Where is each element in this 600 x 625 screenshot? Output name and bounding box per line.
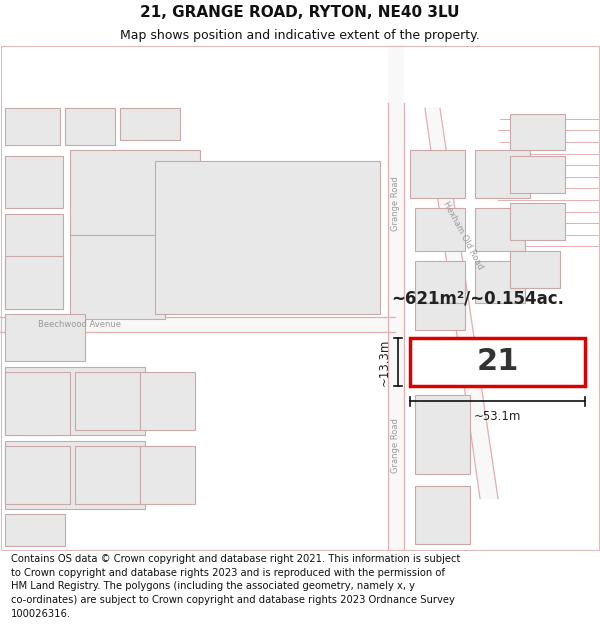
Bar <box>70 235 165 319</box>
Bar <box>510 114 565 151</box>
Bar <box>415 303 465 330</box>
Bar <box>5 156 63 209</box>
Bar <box>5 108 60 145</box>
Bar <box>410 151 465 198</box>
Bar <box>5 446 70 504</box>
Text: Hexham Old Road: Hexham Old Road <box>441 199 485 271</box>
Bar <box>75 446 140 504</box>
Polygon shape <box>425 108 498 499</box>
Text: Grange Road: Grange Road <box>392 418 401 473</box>
Bar <box>5 314 85 361</box>
Bar <box>120 108 180 140</box>
Bar <box>65 108 115 145</box>
Text: ~53.1m: ~53.1m <box>474 410 521 422</box>
Bar <box>415 486 470 544</box>
Text: 21, GRANGE ROAD, RYTON, NE40 3LU: 21, GRANGE ROAD, RYTON, NE40 3LU <box>140 5 460 20</box>
Bar <box>415 261 465 303</box>
Bar <box>410 338 585 386</box>
Bar <box>5 514 65 546</box>
Bar <box>5 372 70 435</box>
Bar <box>510 251 560 288</box>
Bar <box>70 151 200 235</box>
Bar <box>475 151 530 198</box>
Bar <box>510 156 565 192</box>
Bar <box>510 203 565 240</box>
Text: Beechwood Avenue: Beechwood Avenue <box>38 320 121 329</box>
Text: Grange Road: Grange Road <box>392 176 401 231</box>
Text: Map shows position and indicative extent of the property.: Map shows position and indicative extent… <box>120 29 480 42</box>
Bar <box>415 209 465 251</box>
Bar <box>5 441 145 509</box>
Bar <box>475 209 525 251</box>
Bar <box>140 372 195 430</box>
Bar <box>5 256 63 309</box>
Bar <box>0 317 395 332</box>
Bar <box>5 214 63 309</box>
Bar <box>475 261 525 303</box>
Bar <box>415 395 470 474</box>
Bar <box>155 161 380 314</box>
Bar <box>388 45 404 551</box>
Bar <box>75 372 140 430</box>
Text: 21: 21 <box>476 348 518 376</box>
Text: ~621m²/~0.154ac.: ~621m²/~0.154ac. <box>391 289 564 307</box>
Bar <box>140 446 195 504</box>
Text: ~13.3m: ~13.3m <box>377 338 391 386</box>
Bar <box>5 367 145 435</box>
Text: Contains OS data © Crown copyright and database right 2021. This information is : Contains OS data © Crown copyright and d… <box>11 554 460 619</box>
